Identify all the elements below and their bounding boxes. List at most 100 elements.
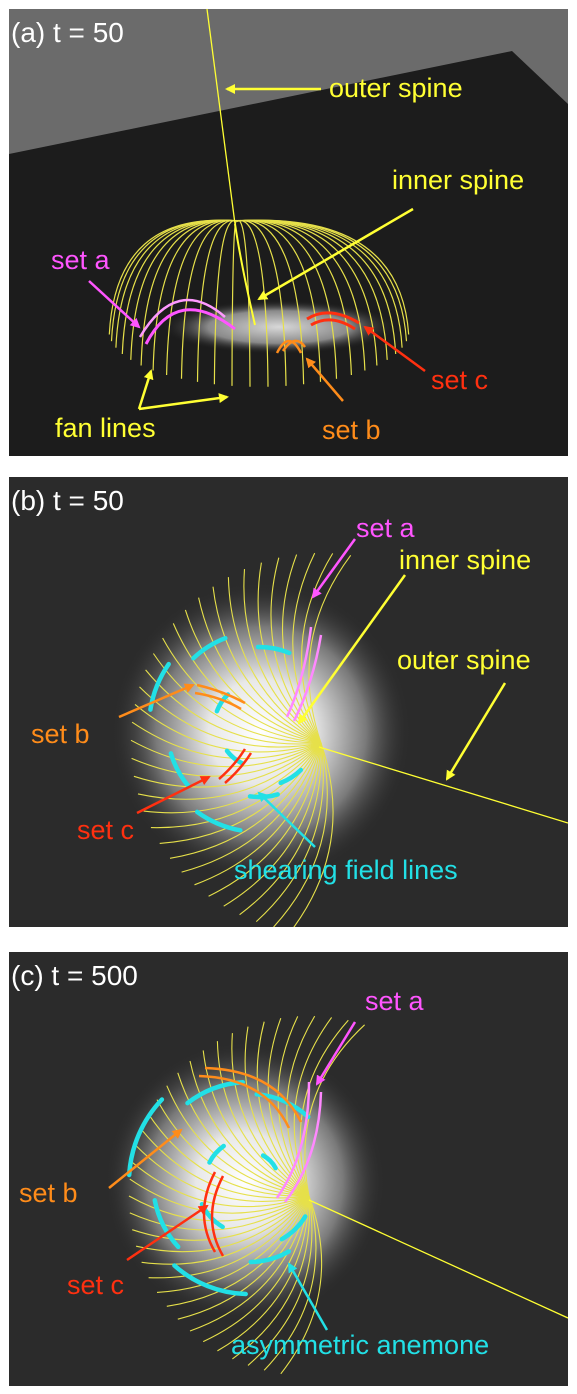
shearing-line xyxy=(148,661,171,712)
panel-c-title: (c) t = 500 xyxy=(11,960,138,991)
fan-line xyxy=(128,1195,310,1222)
fan-line xyxy=(152,653,322,744)
fan-line xyxy=(131,721,322,760)
set-c-lines xyxy=(218,748,253,784)
fan-line xyxy=(243,569,322,744)
shearing-line xyxy=(260,1153,278,1171)
inner-spine-arrow xyxy=(297,574,407,725)
fan-line xyxy=(202,1050,310,1197)
fan-lines-label: fan lines xyxy=(55,413,156,443)
fan-line xyxy=(232,1195,311,1360)
shearing-line xyxy=(172,1263,248,1297)
shearing-line xyxy=(194,809,243,833)
fan-line xyxy=(134,703,322,753)
set-b-lines xyxy=(198,1066,303,1129)
anemone-label: asymmetric anemone xyxy=(231,1330,490,1360)
set-b-lines xyxy=(275,339,307,354)
fan-line xyxy=(217,1195,310,1352)
fan-line xyxy=(131,742,322,777)
set-b-label: set b xyxy=(19,1178,78,1208)
fan-line xyxy=(141,1195,310,1265)
fan-line xyxy=(166,1195,310,1307)
fan-line xyxy=(273,742,328,927)
shearing-line xyxy=(279,1214,308,1242)
panel-b-title: (b) t = 50 xyxy=(11,485,124,516)
fan-line xyxy=(293,1017,333,1197)
fan-line xyxy=(181,742,322,873)
fan-line xyxy=(236,219,410,335)
panel-b: (b) t = 50 set a inner spine outer spine… xyxy=(9,477,568,927)
fan-line xyxy=(177,1195,310,1320)
fan-line xyxy=(133,742,322,788)
fan-line xyxy=(286,1015,316,1197)
fan-line xyxy=(143,742,322,814)
inner-spine-arrow xyxy=(257,207,414,301)
panel-c: (c) t = 500 set a set b set c asymmetric… xyxy=(9,952,568,1386)
shearing-line xyxy=(255,644,292,656)
fan-line xyxy=(216,1041,310,1197)
fan-line xyxy=(263,1195,317,1371)
shearing-arrow xyxy=(257,791,316,848)
fan-line xyxy=(135,1195,310,1253)
fan-line xyxy=(148,1195,310,1279)
fan-line xyxy=(267,1018,310,1197)
fan-line xyxy=(145,669,322,745)
set-c-arrow xyxy=(363,325,426,373)
set-c-label: set c xyxy=(431,365,489,395)
fan-line xyxy=(301,553,334,744)
fan-line xyxy=(236,219,287,386)
panel-a: (a) t = 50 outer spine inner spine set a… xyxy=(9,9,568,456)
inner-spine-label: inner spine xyxy=(392,165,525,195)
fan-line xyxy=(132,1195,310,1241)
set-c-lines xyxy=(306,311,360,331)
fan-line xyxy=(139,686,322,748)
set-a-lines xyxy=(138,298,236,345)
fan-line xyxy=(236,219,269,387)
panel-b-figure xyxy=(9,477,568,927)
fan-line xyxy=(156,1195,310,1293)
fan-line xyxy=(227,577,322,744)
shearing-line xyxy=(207,1143,226,1165)
fan-line xyxy=(194,742,322,886)
fan-line xyxy=(231,1033,310,1197)
shearing-line xyxy=(126,1097,165,1178)
fan-line xyxy=(184,609,322,744)
fan-lines-arrow-1 xyxy=(137,369,154,410)
set-b-label: set b xyxy=(31,719,90,749)
set-c-label: set c xyxy=(67,1270,125,1300)
fan-line xyxy=(292,552,322,744)
fan-lines xyxy=(130,552,352,927)
set-c-arrow xyxy=(136,775,211,815)
fan-lines xyxy=(128,1015,365,1375)
set-b-lines xyxy=(194,683,246,711)
fan-line xyxy=(159,742,322,844)
set-b-arrow xyxy=(305,357,344,402)
set-a-arrow xyxy=(311,538,357,599)
fan-line xyxy=(304,1024,365,1197)
shearing-line xyxy=(278,767,304,786)
fan-line xyxy=(131,1161,310,1208)
fan-line xyxy=(169,742,322,859)
panel-a-title: (a) t = 50 xyxy=(11,17,124,48)
outer-spine-label: outer spine xyxy=(329,73,463,103)
shearing-line xyxy=(191,635,228,661)
set-a-lines xyxy=(275,1081,323,1203)
fan-line xyxy=(162,637,322,744)
fan-line xyxy=(213,219,238,385)
fan-line xyxy=(129,1195,310,1231)
fan-line xyxy=(223,742,322,907)
fan-line xyxy=(198,597,322,744)
fan-line xyxy=(156,1099,310,1197)
set-a-label: set a xyxy=(365,986,424,1016)
set-a-arrow xyxy=(315,1021,357,1086)
fan-line xyxy=(255,742,324,923)
fan-line xyxy=(308,554,352,744)
fan-line xyxy=(256,1021,310,1197)
set-b-label: set b xyxy=(322,415,381,445)
set-a-label: set a xyxy=(51,245,110,275)
fan-line xyxy=(212,586,322,744)
outer-spine-line xyxy=(308,1199,568,1319)
fan-line xyxy=(148,1113,310,1197)
set-b-arrow xyxy=(108,1128,183,1189)
outer-spine-line xyxy=(318,746,568,824)
